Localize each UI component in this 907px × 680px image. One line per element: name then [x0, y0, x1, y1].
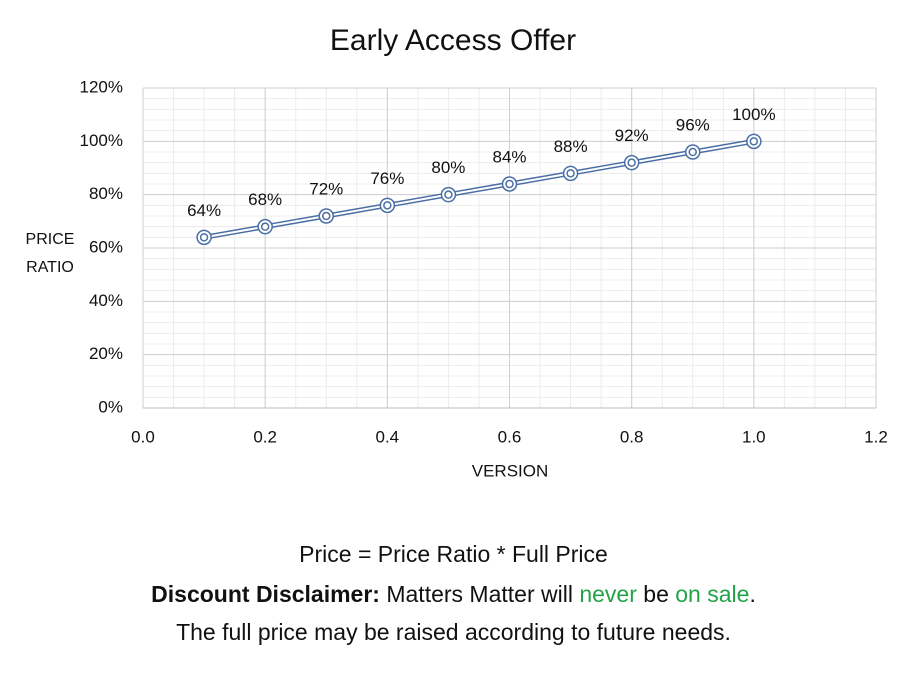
point	[623, 154, 640, 171]
x-tick-label: 0.6	[498, 427, 522, 446]
y-tick-label: 100%	[80, 131, 123, 150]
point	[379, 197, 396, 214]
disclaimer-label: Discount Disclaimer:	[151, 581, 380, 607]
data-label: 68%	[248, 190, 282, 209]
formula: Price = Price Ratio * Full Price	[299, 541, 608, 567]
point	[685, 144, 701, 160]
data-label: 76%	[370, 169, 404, 188]
point-inner	[383, 201, 392, 210]
x-tick-label: 1.2	[864, 427, 888, 446]
point	[562, 165, 579, 182]
y-tick-label: 60%	[89, 237, 123, 256]
x-axis-label: VERSION	[472, 461, 549, 480]
chart-title: Early Access Offer	[330, 24, 576, 57]
point-inner	[688, 147, 697, 157]
data-label: 64%	[187, 201, 221, 220]
x-tick-label: 1.0	[742, 427, 766, 446]
highlight: on sale	[675, 581, 750, 607]
point-inner	[627, 158, 636, 167]
point-inner	[322, 211, 331, 221]
data-label: 84%	[492, 147, 526, 166]
y-tick-label: 0%	[98, 397, 123, 416]
series-line-inner	[203, 140, 755, 239]
highlight: never	[579, 581, 637, 607]
x-tick-label: 0.0	[131, 427, 155, 446]
point-inner	[749, 137, 759, 146]
y-axis-label: PRICE RATIO	[25, 231, 75, 276]
text: be	[643, 581, 669, 607]
data-label: 80%	[431, 158, 465, 177]
data-label: 72%	[309, 179, 343, 198]
point	[257, 218, 273, 235]
text: .	[749, 581, 756, 607]
point-inner	[566, 169, 575, 178]
data-label: 96%	[676, 115, 710, 134]
point	[440, 186, 457, 203]
note: The full price may be raised according t…	[176, 619, 731, 645]
point	[746, 133, 762, 150]
data-label: 100%	[732, 105, 775, 124]
y-tick-label: 40%	[89, 291, 123, 310]
data-label: 92%	[615, 126, 649, 145]
point-inner	[260, 222, 270, 231]
point	[196, 229, 212, 246]
chart: Early Access Offer VERSION 0% 20% 40% 60% 80…	[80, 24, 888, 481]
x-tick-label: 0.2	[253, 427, 277, 446]
y-tick-label: 80%	[89, 184, 123, 203]
data-label: 88%	[554, 137, 588, 156]
point-inner	[444, 190, 453, 199]
point	[318, 208, 334, 224]
point	[501, 176, 518, 192]
point-inner	[199, 233, 209, 242]
x-tick-label: 0.8	[620, 427, 644, 446]
point-inner	[505, 179, 514, 189]
y-tick-label: 20%	[89, 344, 123, 363]
disclaimer: Discount Disclaimer: Matters Matter will…	[0, 581, 907, 608]
y-tick-label: 120%	[80, 77, 123, 96]
text: Matters Matter will	[386, 581, 573, 607]
x-tick-label: 0.4	[376, 427, 400, 446]
